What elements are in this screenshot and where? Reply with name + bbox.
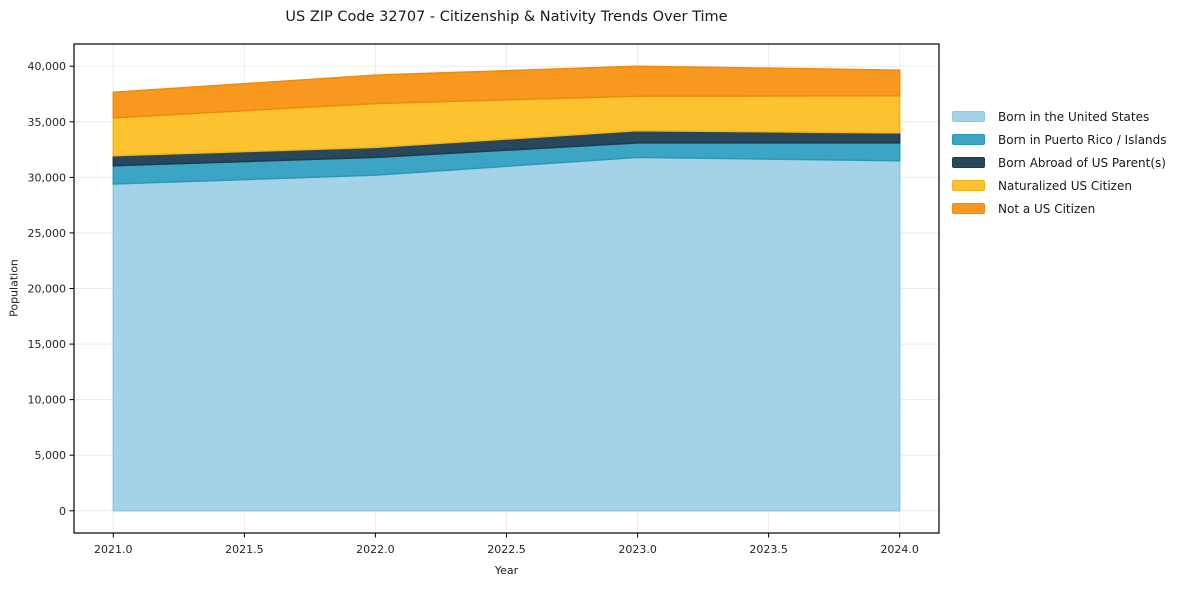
legend-swatch-icon bbox=[952, 203, 985, 214]
legend-swatch-icon bbox=[952, 157, 985, 168]
legend-swatch-icon bbox=[952, 134, 985, 145]
legend-label: Not a US Citizen bbox=[998, 201, 1096, 216]
y-tick-label: 30,000 bbox=[28, 171, 67, 184]
legend-label: Born in the United States bbox=[998, 109, 1150, 124]
y-tick-label: 25,000 bbox=[28, 227, 67, 240]
y-axis-label: Population bbox=[7, 259, 21, 317]
y-tick-label: 35,000 bbox=[28, 116, 67, 129]
x-tick-label: 2024.0 bbox=[880, 543, 919, 556]
legend-item-born-in-the-united-states: Born in the United States bbox=[952, 105, 1167, 128]
legend-label: Born Abroad of US Parent(s) bbox=[998, 155, 1166, 170]
legend-swatch-icon bbox=[952, 180, 985, 191]
legend-item-naturalized-us-citizen: Naturalized US Citizen bbox=[952, 174, 1167, 197]
x-tick-label: 2021.0 bbox=[94, 543, 133, 556]
legend-item-born-abroad-of-us-parent-s: Born Abroad of US Parent(s) bbox=[952, 151, 1167, 174]
legend-swatch-icon bbox=[952, 111, 985, 122]
x-tick-label: 2022.0 bbox=[356, 543, 395, 556]
x-tick-label: 2023.0 bbox=[618, 543, 657, 556]
x-tick-label: 2021.5 bbox=[225, 543, 264, 556]
y-tick-label: 5,000 bbox=[35, 449, 67, 462]
x-axis-label: Year bbox=[494, 564, 519, 577]
x-tick-label: 2023.5 bbox=[749, 543, 788, 556]
y-tick-label: 0 bbox=[59, 505, 66, 518]
y-tick-label: 10,000 bbox=[28, 394, 67, 407]
legend-item-born-in-puerto-rico-islands: Born in Puerto Rico / Islands bbox=[952, 128, 1167, 151]
legend-label: Born in Puerto Rico / Islands bbox=[998, 132, 1167, 147]
legend-item-not-a-us-citizen: Not a US Citizen bbox=[952, 197, 1167, 220]
chart-title: US ZIP Code 32707 - Citizenship & Nativi… bbox=[285, 9, 728, 25]
legend: Born in the United States Born in Puerto … bbox=[952, 105, 1167, 220]
x-tick-label: 2022.5 bbox=[487, 543, 526, 556]
y-tick-label: 15,000 bbox=[28, 338, 67, 351]
area-born-in-the-united-states bbox=[112, 156, 901, 512]
legend-label: Naturalized US Citizen bbox=[998, 178, 1132, 193]
area-not-a-us-citizen bbox=[112, 65, 901, 119]
y-tick-label: 40,000 bbox=[28, 60, 67, 73]
y-tick-label: 20,000 bbox=[28, 283, 67, 296]
